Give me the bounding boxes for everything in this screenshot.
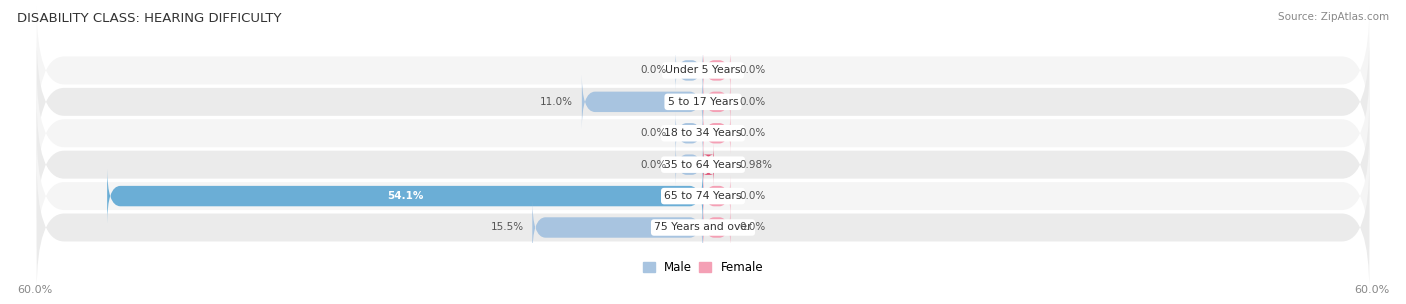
Text: 0.0%: 0.0% [740,65,766,75]
FancyBboxPatch shape [703,112,731,154]
Text: 0.0%: 0.0% [640,128,666,138]
FancyBboxPatch shape [703,175,731,217]
FancyBboxPatch shape [675,143,703,186]
Text: 65 to 74 Years: 65 to 74 Years [664,191,742,201]
Text: 18 to 34 Years: 18 to 34 Years [664,128,742,138]
Text: 15.5%: 15.5% [491,223,523,233]
Text: 60.0%: 60.0% [17,285,52,295]
Text: 35 to 64 Years: 35 to 64 Years [664,160,742,170]
Legend: Male, Female: Male, Female [638,256,768,279]
Text: DISABILITY CLASS: HEARING DIFFICULTY: DISABILITY CLASS: HEARING DIFFICULTY [17,12,281,25]
Text: Under 5 Years: Under 5 Years [665,65,741,75]
FancyBboxPatch shape [107,169,703,223]
Text: Source: ZipAtlas.com: Source: ZipAtlas.com [1278,12,1389,22]
FancyBboxPatch shape [703,143,714,186]
Text: 5 to 17 Years: 5 to 17 Years [668,97,738,107]
FancyBboxPatch shape [703,206,731,249]
FancyBboxPatch shape [37,6,1369,135]
FancyBboxPatch shape [37,132,1369,261]
Text: 54.1%: 54.1% [387,191,423,201]
Text: 60.0%: 60.0% [1354,285,1389,295]
FancyBboxPatch shape [703,81,731,123]
FancyBboxPatch shape [37,37,1369,166]
FancyBboxPatch shape [582,74,703,129]
FancyBboxPatch shape [703,49,731,92]
Text: 0.0%: 0.0% [640,65,666,75]
Text: 0.0%: 0.0% [740,191,766,201]
Text: 0.98%: 0.98% [740,160,772,170]
Text: 0.0%: 0.0% [740,97,766,107]
FancyBboxPatch shape [675,49,703,92]
Text: 75 Years and over: 75 Years and over [654,223,752,233]
Text: 0.0%: 0.0% [640,160,666,170]
FancyBboxPatch shape [37,69,1369,198]
Text: 0.0%: 0.0% [740,128,766,138]
FancyBboxPatch shape [533,200,703,255]
Text: 0.0%: 0.0% [740,223,766,233]
FancyBboxPatch shape [37,100,1369,229]
FancyBboxPatch shape [675,112,703,154]
Text: 11.0%: 11.0% [540,97,574,107]
FancyBboxPatch shape [37,163,1369,292]
